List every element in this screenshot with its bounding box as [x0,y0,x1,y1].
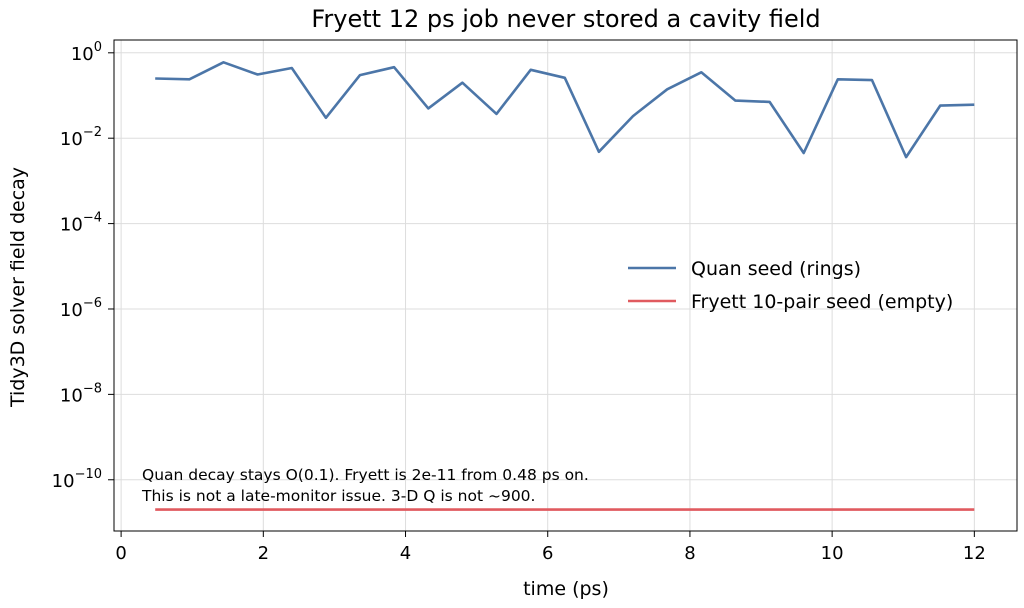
x-tick-label: 12 [963,543,986,564]
x-tick-label: 6 [542,543,553,564]
x-axis-label: time (ps) [523,578,609,600]
grid [114,40,1017,531]
y-axis-ticks: 100 10−2 10−4 10−6 10−8 10−10 [52,40,114,492]
chart-title: Fryett 12 ps job never stored a cavity f… [311,5,820,33]
series-layer [155,60,975,511]
annotation-line-1: This is not a late-monitor issue. 3-D Q … [141,487,535,505]
y-axis-label: Tidy3D solver field decay [7,167,29,408]
y-tick-label: 100 [71,40,102,65]
y-tick-label: 10−10 [52,467,102,492]
x-tick-label: 4 [400,543,411,564]
annotation-line-0: Quan decay stays O(0.1). Fryett is 2e-11… [142,466,589,484]
y-tick-label: 10−4 [60,211,102,236]
x-axis-ticks: 0 2 4 6 8 10 12 [115,531,986,564]
annotation: Quan decay stays O(0.1). Fryett is 2e-11… [141,466,589,505]
y-tick-label: 10−2 [60,125,102,150]
x-tick-label: 0 [115,543,126,564]
series-line-0 [155,60,975,159]
y-tick-label: 10−6 [60,296,102,321]
x-tick-label: 2 [258,543,269,564]
plot-frame [113,39,1018,532]
x-tick-label: 10 [821,543,844,564]
legend-label-0: Quan seed (rings) [691,258,861,280]
legend-label-1: Fryett 10-pair seed (empty) [691,291,953,313]
y-tick-label: 10−8 [60,381,102,406]
x-tick-label: 8 [684,543,695,564]
legend: Quan seed (rings) Fryett 10-pair seed (em… [628,258,953,313]
